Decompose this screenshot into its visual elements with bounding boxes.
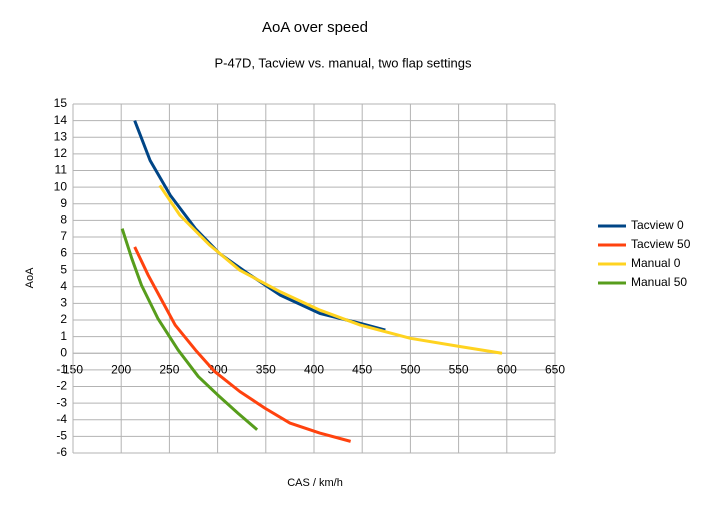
y-tick-label: 14 [54,113,68,127]
y-tick-label: 9 [60,196,67,210]
legend-label: Tacview 0 [631,218,684,232]
y-tick-label: -2 [56,379,67,393]
x-tick-label: 350 [256,362,276,376]
y-tick-label: 1 [60,329,67,343]
legend-label: Manual 0 [631,256,681,270]
y-tick-label: 4 [60,279,67,293]
x-tick-label: 550 [449,362,469,376]
y-tick-label: 10 [54,179,68,193]
y-tick-label: 6 [60,246,67,260]
y-tick-label: 2 [60,312,67,326]
y-tick-label: 12 [54,146,68,160]
x-tick-label: 300 [208,362,228,376]
x-tick-label: 600 [497,362,517,376]
x-tick-label: 400 [304,362,324,376]
line-series [120,228,259,431]
x-tick-label: 450 [352,362,372,376]
line-series [158,184,503,355]
chart-subtitle: P-47D, Tacview vs. manual, two flap sett… [215,55,472,70]
y-tick-label: 11 [55,163,68,177]
x-tick-label: 650 [545,362,565,376]
y-tick-label: -6 [56,445,67,459]
y-tick-label: 8 [60,213,67,227]
y-tick-label: -5 [56,429,67,443]
legend-label: Manual 50 [631,275,687,289]
y-tick-label: -1 [56,362,67,376]
line-series [133,246,352,443]
x-axis-label: CAS / km/h [287,477,343,489]
x-tick-label: 250 [159,362,179,376]
y-tick-label: -4 [56,412,67,426]
y-tick-label: 3 [60,296,67,310]
x-tick-label: 200 [111,362,131,376]
y-tick-label: 15 [54,96,68,110]
y-axis-label: AoA [24,267,36,288]
legend-label: Tacview 50 [631,237,691,251]
chart-title: AoA over speed [262,19,368,36]
x-tick-label: 500 [400,362,420,376]
y-tick-label: 7 [60,229,67,243]
y-tick-label: -3 [56,395,67,409]
y-tick-label: 0 [60,345,67,359]
y-tick-label: 5 [60,262,67,276]
y-tick-label: 13 [54,129,68,143]
